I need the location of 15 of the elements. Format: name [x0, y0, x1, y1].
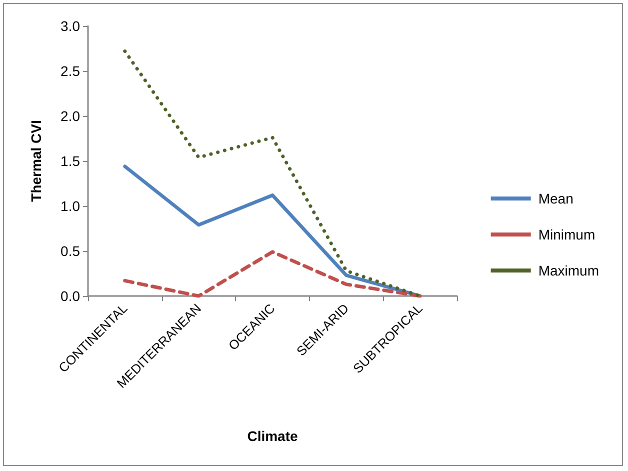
y-tick-label: 1.0: [60, 198, 80, 214]
line-series: [123, 49, 422, 298]
y-tick-label: 0.0: [60, 288, 80, 304]
legend-label: Minimum: [538, 226, 596, 242]
legend-label: Mean: [538, 190, 574, 206]
line-series: [123, 250, 422, 298]
y-tick-label: 2.5: [60, 63, 80, 79]
legend-label: Maximum: [538, 262, 600, 278]
line-series: [123, 164, 422, 298]
y-tick-label: 1.5: [60, 153, 80, 169]
y-tick-label: 0.5: [60, 243, 80, 259]
x-axis-title: Climate: [247, 428, 298, 444]
y-tick-label: 2.0: [60, 108, 80, 124]
y-axis-title: Thermal CVI: [28, 120, 44, 202]
y-tick-label: 3.0: [60, 18, 80, 34]
